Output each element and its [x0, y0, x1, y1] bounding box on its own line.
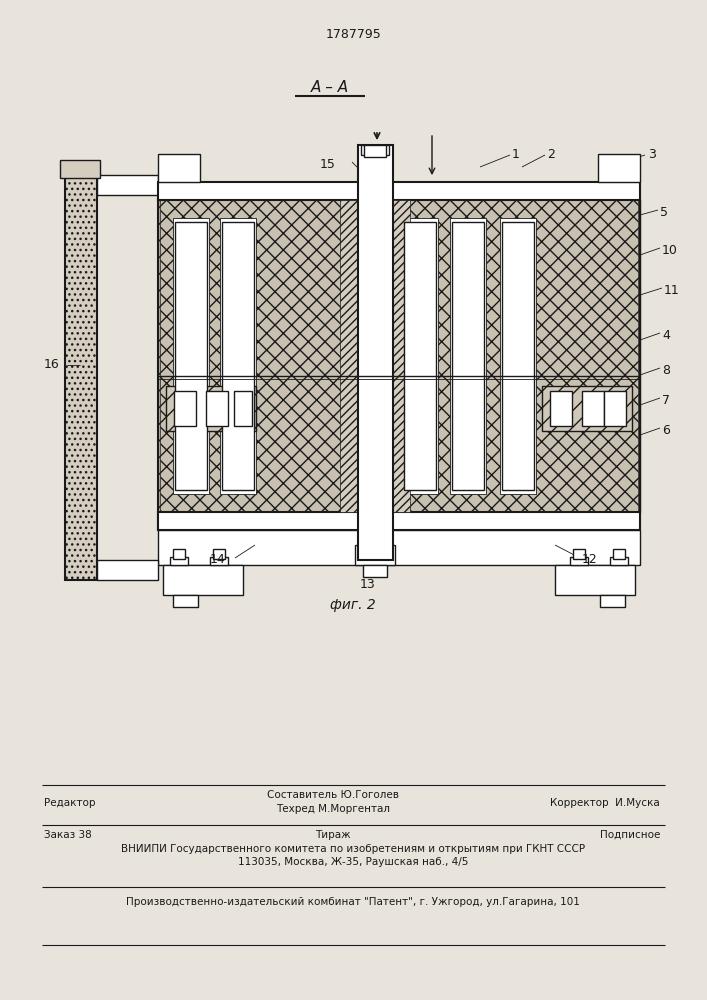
Bar — [500, 218, 536, 494]
Text: 4: 4 — [662, 329, 670, 342]
Bar — [573, 549, 585, 559]
Text: Редактор: Редактор — [44, 798, 95, 808]
Bar — [610, 557, 628, 565]
Bar — [173, 595, 198, 607]
Bar — [555, 565, 635, 595]
Bar — [222, 222, 254, 490]
Text: 15: 15 — [320, 158, 336, 171]
Bar — [158, 200, 640, 512]
Bar — [210, 557, 228, 565]
Text: ВНИИПИ Государственного комитета по изобретениям и открытиям при ГКНТ СССР: ВНИИПИ Государственного комитета по изоб… — [121, 844, 585, 854]
Bar — [613, 549, 625, 559]
Bar — [175, 222, 207, 490]
Text: 16: 16 — [44, 358, 60, 371]
Text: 6: 6 — [662, 424, 670, 437]
Text: 2: 2 — [547, 148, 555, 161]
Bar — [158, 154, 200, 182]
Bar — [213, 549, 225, 559]
Text: 10: 10 — [662, 244, 678, 257]
Text: Тираж: Тираж — [315, 830, 351, 840]
Text: 13: 13 — [360, 578, 375, 591]
Bar — [173, 549, 185, 559]
Bar — [582, 391, 604, 426]
Bar — [160, 200, 356, 512]
Bar — [158, 182, 640, 200]
Text: 1: 1 — [512, 148, 520, 161]
Text: Техред М.Моргентал: Техред М.Моргентал — [276, 804, 390, 814]
Text: А – А: А – А — [311, 80, 349, 95]
Bar — [402, 218, 438, 494]
Bar — [97, 175, 158, 195]
Bar — [452, 222, 484, 490]
Text: 1787795: 1787795 — [326, 28, 381, 41]
Bar — [450, 218, 486, 494]
Text: Составитель Ю.Гоголев: Составитель Ю.Гоголев — [267, 790, 399, 800]
Bar — [358, 145, 393, 560]
Text: Заказ 38: Заказ 38 — [44, 830, 92, 840]
Text: 5: 5 — [660, 206, 668, 219]
Text: 3: 3 — [648, 148, 656, 161]
Bar — [598, 154, 640, 182]
Bar — [234, 391, 252, 426]
Text: Производственно-издательский комбинат "Патент", г. Ужгород, ул.Гагарина, 101: Производственно-издательский комбинат "П… — [126, 897, 580, 907]
Bar — [361, 145, 389, 155]
Bar — [174, 391, 196, 426]
Bar — [361, 200, 390, 512]
Bar — [570, 557, 588, 565]
Bar — [604, 391, 626, 426]
Bar — [394, 200, 638, 512]
Bar — [392, 200, 410, 512]
Bar — [163, 565, 243, 595]
Text: 11: 11 — [664, 284, 679, 297]
Bar — [404, 222, 436, 490]
Text: Подписное: Подписное — [600, 830, 660, 840]
Bar — [355, 545, 395, 565]
Bar — [60, 160, 100, 178]
Bar — [542, 386, 632, 431]
Bar — [363, 565, 387, 577]
Text: 14: 14 — [210, 553, 226, 566]
Bar — [364, 145, 386, 157]
Bar — [220, 218, 256, 494]
Bar — [340, 200, 358, 512]
Bar — [358, 200, 393, 512]
Text: Корректор  И.Муска: Корректор И.Муска — [550, 798, 660, 808]
Bar — [97, 560, 158, 580]
Bar — [170, 557, 188, 565]
Bar — [158, 512, 640, 530]
Bar — [65, 175, 97, 580]
Text: 7: 7 — [662, 394, 670, 407]
Bar — [550, 391, 572, 426]
Text: фиг. 2: фиг. 2 — [330, 598, 376, 612]
Bar — [173, 218, 209, 494]
Text: 113035, Москва, Ж-35, Раушская наб., 4/5: 113035, Москва, Ж-35, Раушская наб., 4/5 — [238, 857, 468, 867]
Text: 12: 12 — [582, 553, 597, 566]
Bar — [166, 386, 256, 431]
Text: 8: 8 — [662, 364, 670, 377]
Bar — [206, 391, 228, 426]
Bar — [502, 222, 534, 490]
Bar — [600, 595, 625, 607]
Bar — [158, 530, 640, 565]
